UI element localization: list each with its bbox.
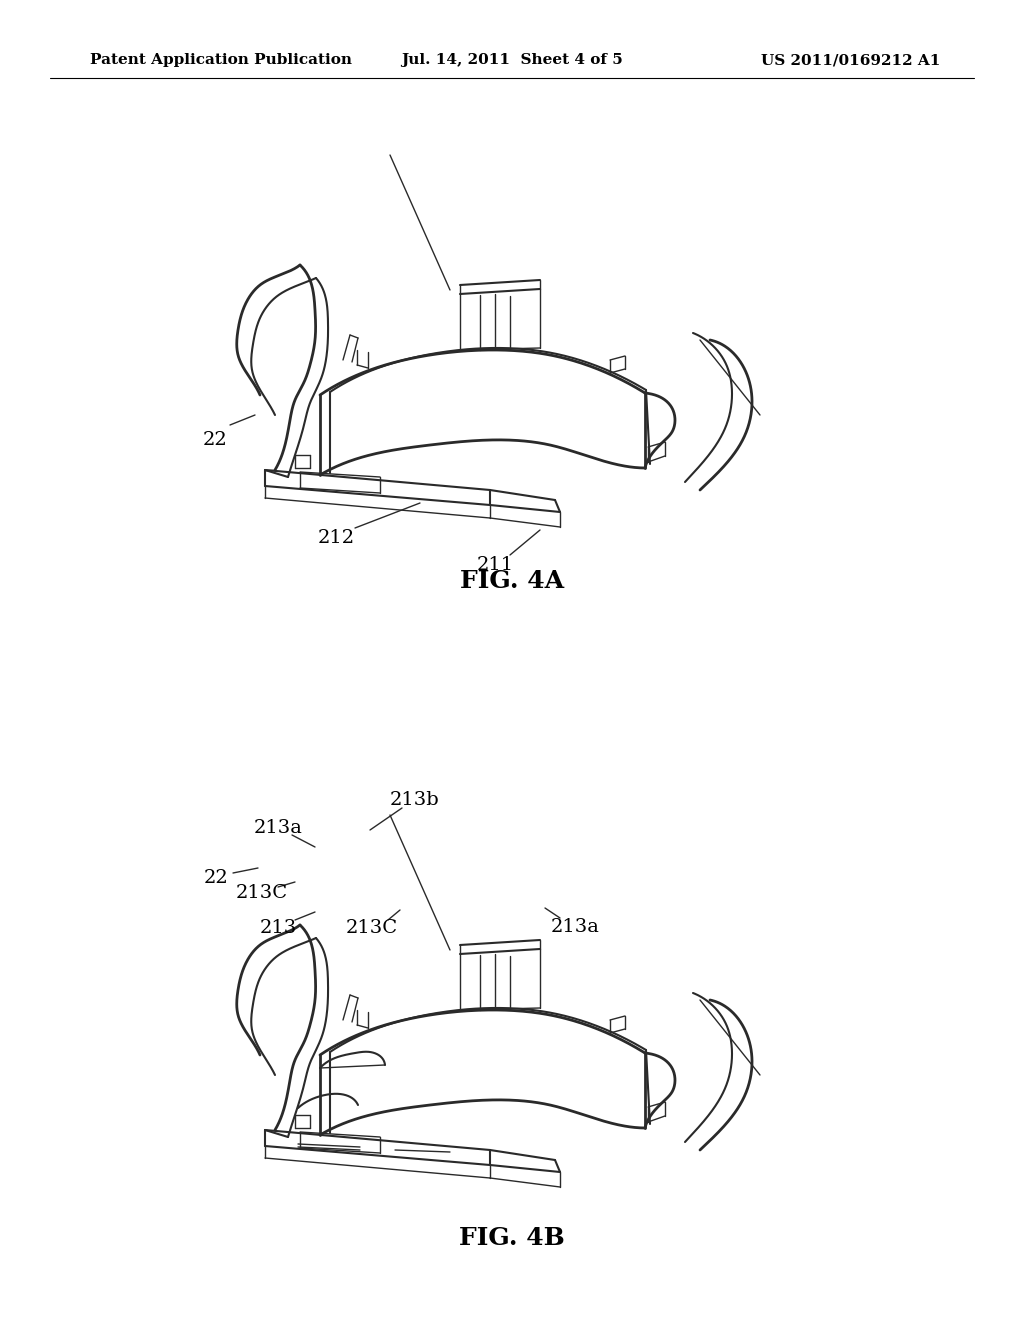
- Text: Jul. 14, 2011  Sheet 4 of 5: Jul. 14, 2011 Sheet 4 of 5: [401, 53, 623, 67]
- Text: US 2011/0169212 A1: US 2011/0169212 A1: [761, 53, 940, 67]
- Text: 213a: 213a: [254, 818, 302, 837]
- Text: 22: 22: [203, 432, 227, 449]
- Text: 213C: 213C: [236, 884, 288, 902]
- Text: 22: 22: [204, 869, 228, 887]
- Text: 213: 213: [259, 919, 297, 937]
- Text: 213C: 213C: [346, 919, 398, 937]
- Text: 213b: 213b: [390, 791, 440, 809]
- Text: Patent Application Publication: Patent Application Publication: [90, 53, 352, 67]
- Text: 211: 211: [476, 556, 514, 574]
- Text: 213a: 213a: [551, 917, 599, 936]
- Text: FIG. 4A: FIG. 4A: [460, 569, 564, 593]
- Text: FIG. 4B: FIG. 4B: [459, 1226, 565, 1250]
- Text: 212: 212: [317, 529, 354, 546]
